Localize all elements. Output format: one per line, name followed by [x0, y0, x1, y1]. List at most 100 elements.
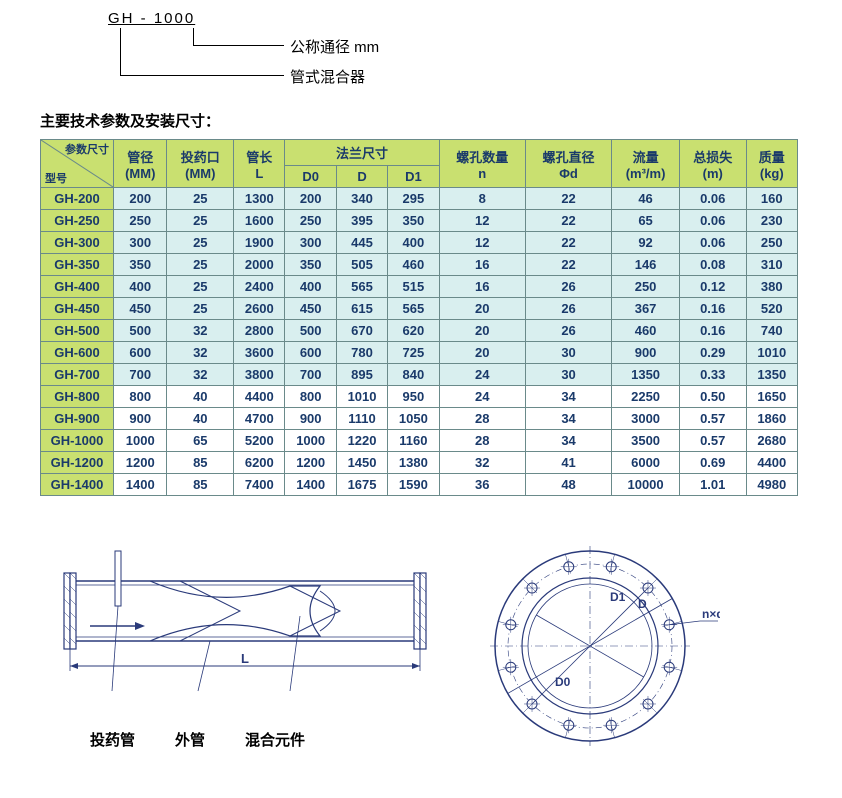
- cell-loss: 0.08: [679, 254, 746, 276]
- cell-loss: 0.06: [679, 210, 746, 232]
- cell-D1: 950: [388, 386, 439, 408]
- cell-len: 6200: [234, 452, 285, 474]
- cell-pipe: 700: [114, 364, 167, 386]
- cell-mass: 1860: [746, 408, 797, 430]
- code-label-diameter: 公称通径 mm: [290, 36, 379, 57]
- cell-pipe: 300: [114, 232, 167, 254]
- cell-n: 20: [439, 320, 525, 342]
- cell-loss: 0.16: [679, 320, 746, 342]
- table-row: GH-2502502516002503953501222650.06230: [41, 210, 798, 232]
- cell-D0: 350: [285, 254, 336, 276]
- cell-D0: 300: [285, 232, 336, 254]
- cell-flow: 10000: [612, 474, 680, 496]
- cell-D0: 450: [285, 298, 336, 320]
- cell-len: 2800: [234, 320, 285, 342]
- cell-mass: 4980: [746, 474, 797, 496]
- product-code: GH - 1000: [108, 10, 195, 27]
- cell-n: 28: [439, 430, 525, 452]
- cell-loss: 0.12: [679, 276, 746, 298]
- code-legend: GH - 1000 公称通径 mm 管式混合器: [108, 10, 802, 100]
- cell-phi: 26: [525, 276, 611, 298]
- header-d0: D0: [285, 166, 336, 188]
- cell-n: 20: [439, 298, 525, 320]
- cell-D0: 700: [285, 364, 336, 386]
- section-title: 主要技术参数及安装尺寸：: [40, 110, 802, 131]
- label-outer-tube: 外管: [175, 729, 205, 750]
- pipe-diagram: L 投药管 外管 混合元件: [40, 536, 440, 750]
- cell-phi: 34: [525, 386, 611, 408]
- cell-len: 4700: [234, 408, 285, 430]
- cell-D1: 1050: [388, 408, 439, 430]
- cell-D: 1110: [336, 408, 387, 430]
- cell-phi: 22: [525, 232, 611, 254]
- cell-n: 36: [439, 474, 525, 496]
- cell-dose: 40: [167, 408, 234, 430]
- cell-n: 16: [439, 276, 525, 298]
- cell-loss: 0.57: [679, 408, 746, 430]
- cell-pipe: 1200: [114, 452, 167, 474]
- header-d: D: [336, 166, 387, 188]
- cell-D0: 250: [285, 210, 336, 232]
- cell-n: 8: [439, 188, 525, 210]
- header-dose-port: 投药口 (MM): [167, 140, 234, 188]
- svg-text:D1: D1: [610, 590, 626, 604]
- cell-phi: 26: [525, 298, 611, 320]
- table-row: GH-45045025260045061556520263670.16520: [41, 298, 798, 320]
- cell-model: GH-300: [41, 232, 114, 254]
- cell-flow: 250: [612, 276, 680, 298]
- cell-dose: 25: [167, 276, 234, 298]
- cell-mass: 230: [746, 210, 797, 232]
- cell-dose: 25: [167, 298, 234, 320]
- table-row: GH-35035025200035050546016221460.08310: [41, 254, 798, 276]
- cell-model: GH-250: [41, 210, 114, 232]
- cell-pipe: 450: [114, 298, 167, 320]
- cell-len: 4400: [234, 386, 285, 408]
- table-row: GH-10001000655200100012201160283435000.5…: [41, 430, 798, 452]
- header-diagonal: 参数尺寸 型号: [41, 140, 114, 188]
- cell-model: GH-500: [41, 320, 114, 342]
- cell-mass: 160: [746, 188, 797, 210]
- cell-D0: 1200: [285, 452, 336, 474]
- cell-n: 12: [439, 210, 525, 232]
- cell-dose: 85: [167, 452, 234, 474]
- cell-len: 1300: [234, 188, 285, 210]
- cell-mass: 520: [746, 298, 797, 320]
- header-param: 参数尺寸: [65, 141, 109, 157]
- cell-D0: 600: [285, 342, 336, 364]
- cell-D: 1220: [336, 430, 387, 452]
- cell-dose: 85: [167, 474, 234, 496]
- table-row: GH-8008004044008001010950243422500.50165…: [41, 386, 798, 408]
- cell-mass: 250: [746, 232, 797, 254]
- cell-loss: 0.29: [679, 342, 746, 364]
- cell-flow: 2250: [612, 386, 680, 408]
- cell-model: GH-1400: [41, 474, 114, 496]
- cell-mass: 1350: [746, 364, 797, 386]
- cell-dose: 25: [167, 232, 234, 254]
- cell-len: 3800: [234, 364, 285, 386]
- table-row: GH-3003002519003004454001222920.06250: [41, 232, 798, 254]
- cell-phi: 41: [525, 452, 611, 474]
- cell-mass: 310: [746, 254, 797, 276]
- cell-D1: 725: [388, 342, 439, 364]
- cell-D1: 1380: [388, 452, 439, 474]
- diagrams-row: L 投药管 外管 混合元件 DD1D0n×d: [40, 536, 802, 761]
- cell-mass: 1010: [746, 342, 797, 364]
- cell-flow: 65: [612, 210, 680, 232]
- cell-mass: 740: [746, 320, 797, 342]
- cell-pipe: 200: [114, 188, 167, 210]
- cell-D: 565: [336, 276, 387, 298]
- spec-table: 参数尺寸 型号 管径 (MM) 投药口 (MM) 管长 L 法兰尺寸 螺孔数量 …: [40, 139, 798, 496]
- cell-n: 16: [439, 254, 525, 276]
- table-row: GH-40040025240040056551516262500.12380: [41, 276, 798, 298]
- header-d1: D1: [388, 166, 439, 188]
- cell-D1: 565: [388, 298, 439, 320]
- cell-flow: 460: [612, 320, 680, 342]
- cell-pipe: 1000: [114, 430, 167, 452]
- cell-D1: 620: [388, 320, 439, 342]
- cell-phi: 34: [525, 408, 611, 430]
- cell-D0: 1000: [285, 430, 336, 452]
- cell-model: GH-1200: [41, 452, 114, 474]
- cell-len: 2400: [234, 276, 285, 298]
- cell-model: GH-400: [41, 276, 114, 298]
- cell-len: 1600: [234, 210, 285, 232]
